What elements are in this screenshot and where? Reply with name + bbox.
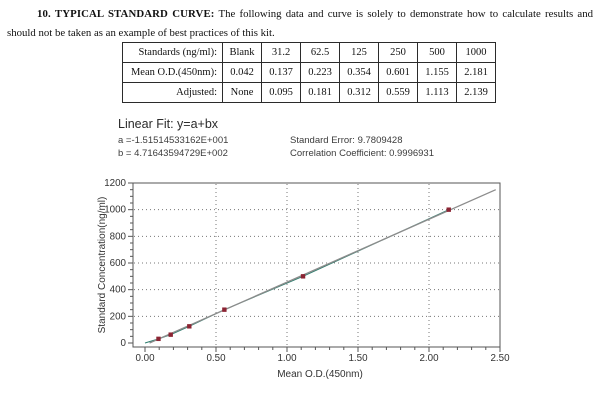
x-axis-title: Mean O.D.(450nm) (277, 369, 363, 380)
table-row-standards: Standards (ng/ml): Blank 31.2 62.5 125 2… (122, 42, 496, 63)
table-cell: 0.095 (261, 82, 301, 103)
x-tick-label: 0.50 (206, 353, 226, 364)
y-tick-label: 200 (110, 311, 127, 322)
y-tick-label: 400 (110, 285, 127, 296)
data-point-marker (300, 274, 306, 279)
x-tick-label: 2.50 (490, 353, 510, 364)
table-cell: 31.2 (261, 42, 301, 63)
data-point-marker (156, 336, 161, 342)
table-cell: 500 (417, 42, 457, 63)
row-label-adjusted: Adjusted: (122, 82, 223, 103)
x-tick-label: 0.00 (135, 353, 155, 364)
table-cell: 250 (378, 42, 418, 63)
table-cell: 0.312 (339, 82, 379, 103)
plot-frame (132, 182, 501, 348)
table-cell: 1000 (456, 42, 496, 63)
fit-standard-error: Standard Error: 9.7809428 (290, 135, 403, 146)
table-cell: 1.113 (417, 82, 457, 103)
table-cell: 0.601 (378, 62, 418, 83)
section-paragraph: 10. TYPICAL STANDARD CURVE: The followin… (7, 5, 593, 43)
y-tick-label: 0 (121, 338, 127, 349)
data-point-marker (187, 324, 192, 329)
section-body-text: The following data and curve is solely t… (7, 8, 593, 39)
table-cell: 62.5 (300, 42, 340, 63)
table-cell: 2.181 (456, 62, 496, 83)
table-cell: 0.354 (339, 62, 379, 83)
table-cell: 1.155 (417, 62, 457, 83)
series-connector-line (144, 209, 449, 344)
y-axis-title: Standard Concentration(ng/ml) (97, 197, 108, 334)
row-label-standards: Standards (ng/ml): (122, 42, 223, 63)
table-cell: Blank (222, 42, 262, 63)
data-point-marker (222, 307, 227, 312)
table-cell: 0.137 (261, 62, 301, 83)
table-cell: 0.181 (300, 82, 340, 103)
fit-intercept-value: a =-1.51514533162E+001 (118, 135, 229, 146)
fit-slope-value: b = 4.71643594729E+002 (118, 148, 228, 159)
table-cell: None (222, 82, 262, 103)
table-cell: 0.042 (222, 62, 262, 83)
data-point-marker (168, 332, 173, 337)
table-row-adjusted: Adjusted: None 0.095 0.181 0.312 0.559 1… (122, 82, 496, 103)
table-cell: 125 (339, 42, 379, 63)
linear-fit-title: Linear Fit: y=a+bx (118, 117, 219, 131)
section-heading: 10. TYPICAL STANDARD CURVE: (37, 8, 215, 20)
table-row-mean-od: Mean O.D.(450nm): 0.042 0.137 0.223 0.35… (122, 62, 496, 83)
standard-curve-chart: 0 200 400 600 800 1000 1200 0.00 0.50 1.00 1.50 2.0… (97, 178, 510, 380)
y-tick-label: 600 (110, 258, 127, 269)
fit-line (149, 189, 497, 344)
data-point-marker (446, 207, 451, 212)
standards-table: Standards (ng/ml): Blank 31.2 62.5 125 2… (122, 42, 496, 103)
table-cell: 2.139 (456, 82, 496, 103)
table-cell: 0.223 (300, 62, 340, 83)
table-cell: 0.559 (378, 82, 418, 103)
x-tick-label: 2.00 (419, 353, 439, 364)
y-tick-label: 1200 (104, 178, 126, 189)
row-label-mean-od: Mean O.D.(450nm): (122, 62, 223, 83)
y-tick-label: 1000 (104, 205, 126, 216)
y-tick-label: 800 (110, 231, 127, 242)
fit-correlation-coefficient: Correlation Coefficient: 0.9996931 (290, 148, 435, 159)
x-tick-label: 1.00 (277, 353, 297, 364)
x-tick-label: 1.50 (348, 353, 368, 364)
